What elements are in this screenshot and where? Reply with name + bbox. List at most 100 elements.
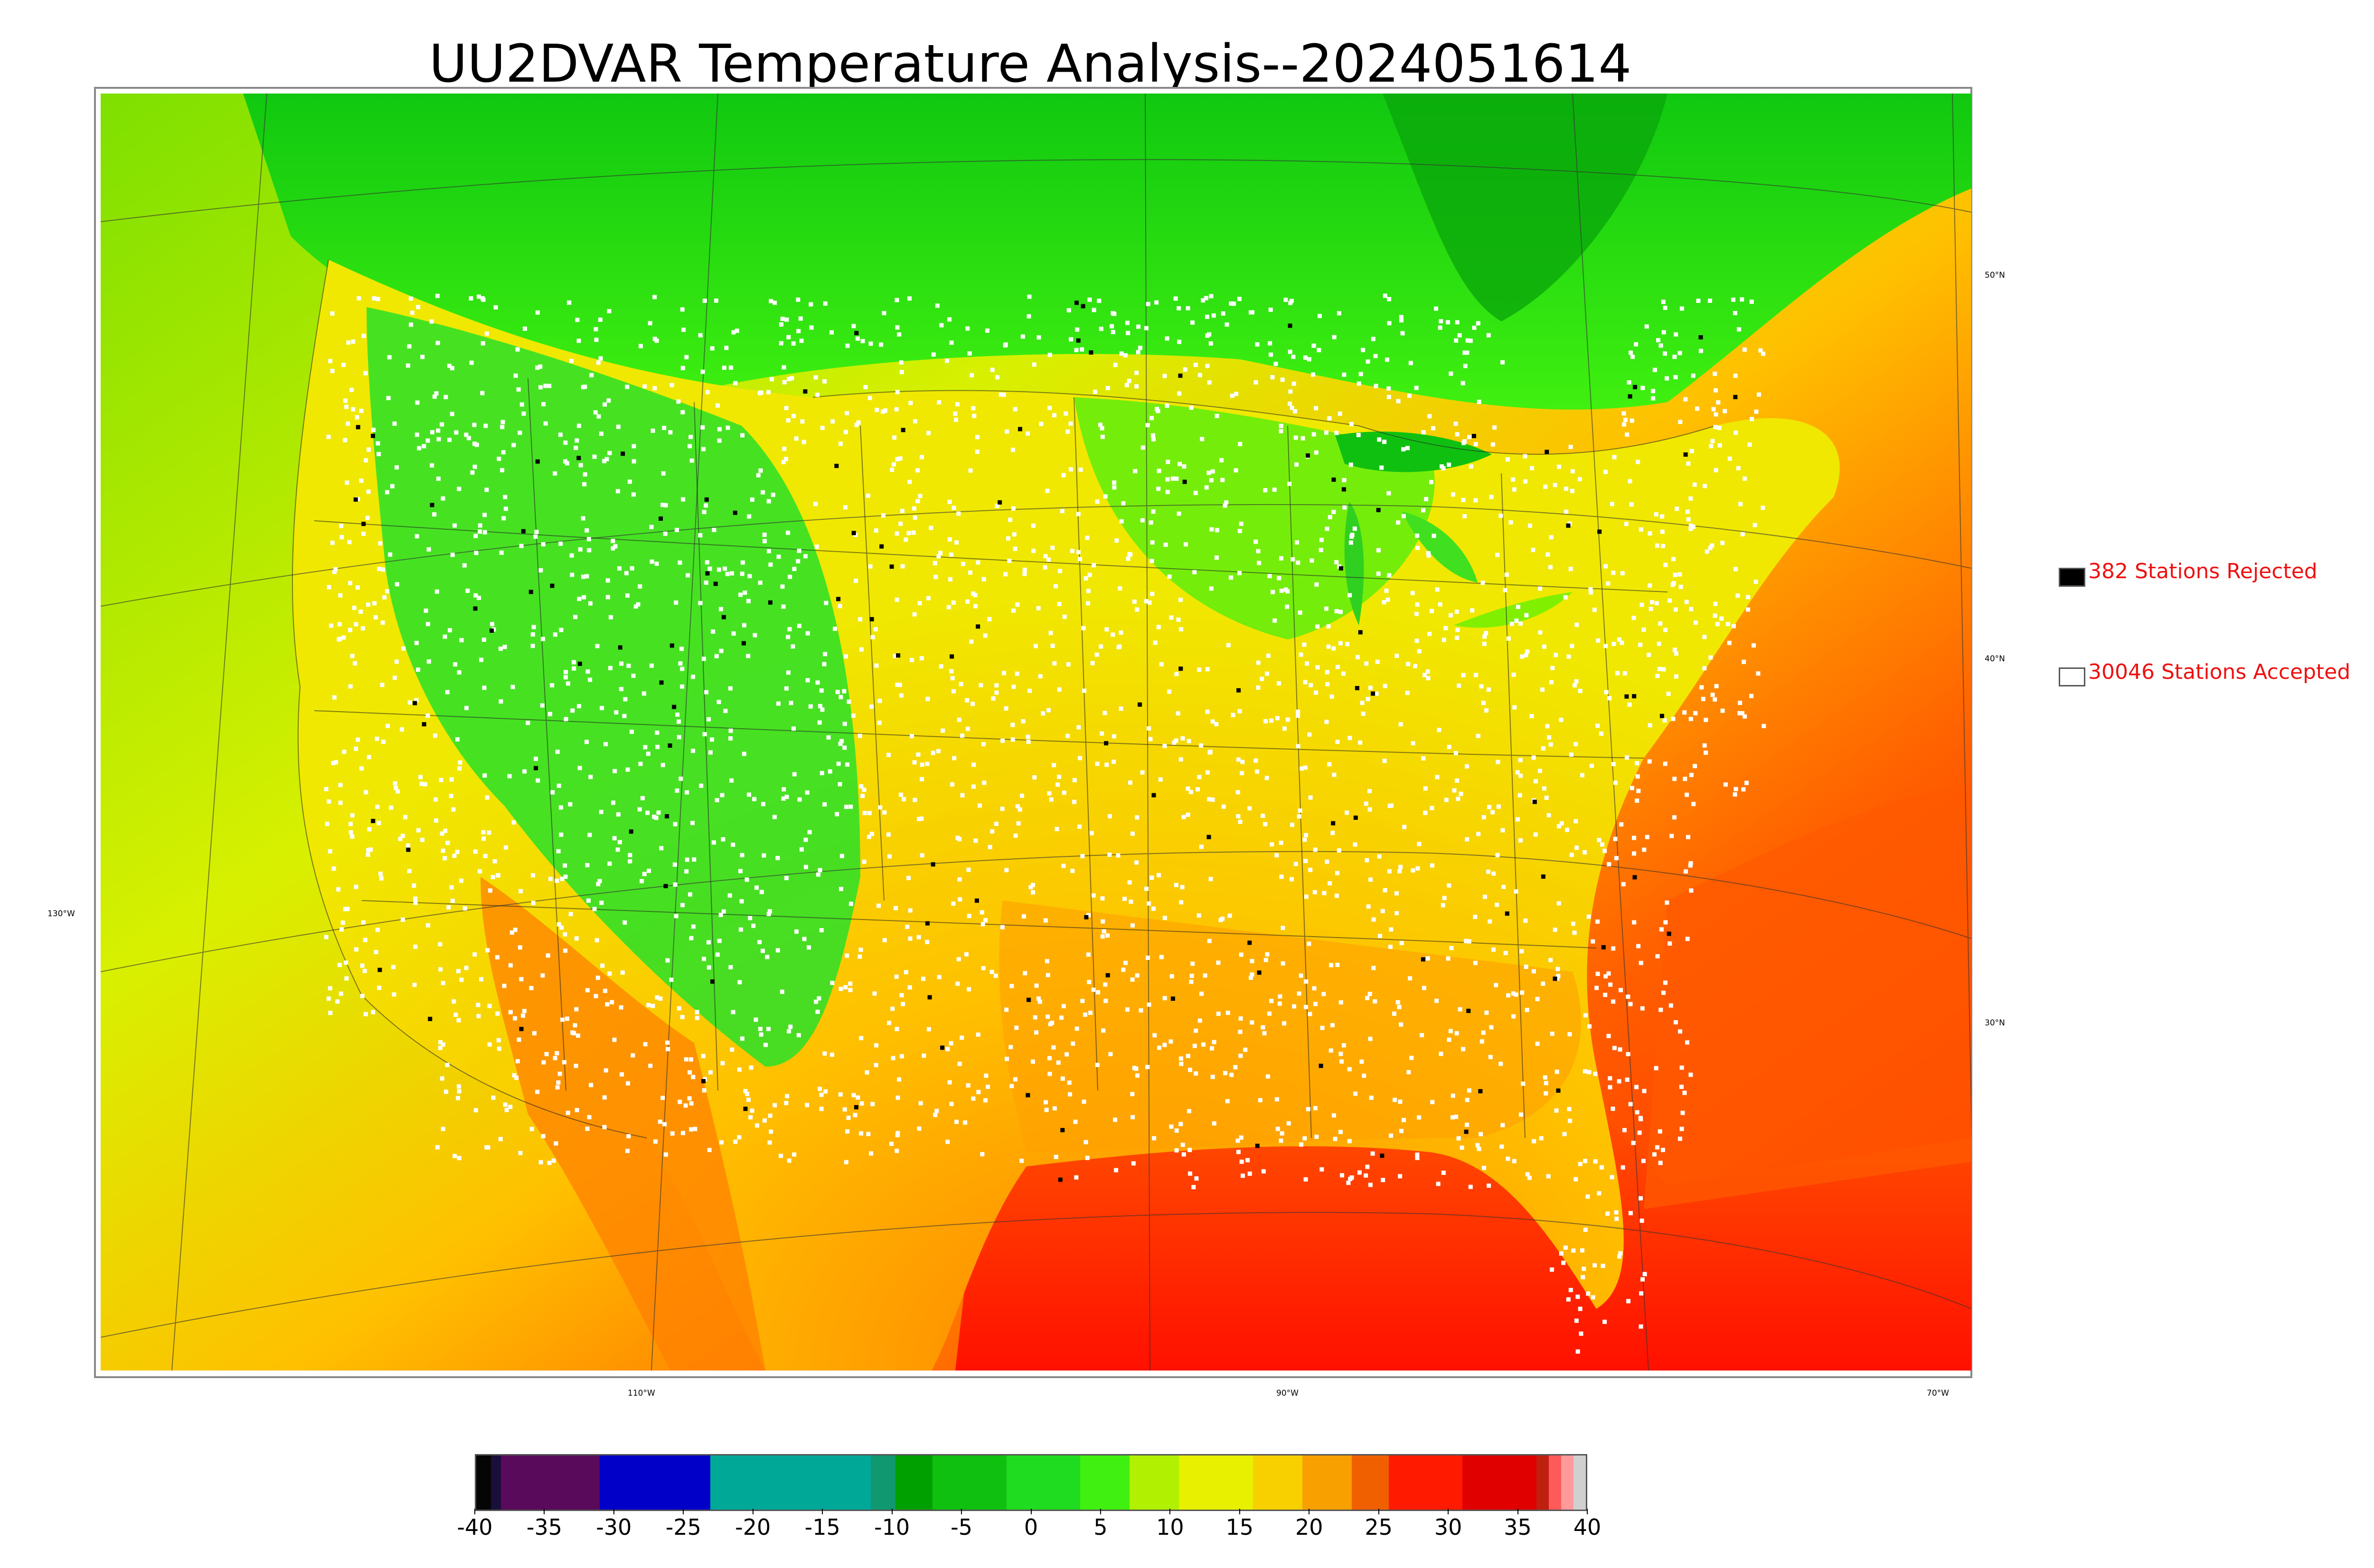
accepted-station-marker	[1174, 672, 1179, 676]
rejected-station-marker	[576, 456, 581, 460]
accepted-station-marker	[1688, 496, 1693, 501]
accepted-station-marker	[1082, 1099, 1086, 1104]
accepted-station-marker	[1615, 671, 1620, 676]
accepted-station-marker	[1369, 1095, 1374, 1100]
rejected-station-marker	[713, 582, 718, 586]
accepted-station-marker	[344, 404, 349, 409]
accepted-station-marker	[1145, 423, 1150, 428]
accepted-station-marker	[1744, 780, 1749, 785]
accepted-station-marker	[595, 976, 600, 980]
accepted-station-marker	[1753, 580, 1758, 584]
accepted-station-marker	[957, 877, 962, 882]
accepted-station-marker	[1749, 694, 1754, 698]
accepted-station-marker	[929, 526, 933, 530]
accepted-station-marker	[1190, 961, 1195, 966]
accepted-station-marker	[1096, 990, 1101, 995]
accepted-station-marker	[689, 1101, 694, 1106]
accepted-station-marker	[1635, 761, 1639, 766]
accepted-station-marker	[775, 855, 780, 860]
accepted-station-marker	[440, 1076, 444, 1081]
rejected-station-marker	[621, 451, 625, 456]
accepted-station-marker	[881, 513, 886, 518]
accepted-station-marker	[1086, 913, 1091, 918]
accepted-station-marker	[1332, 335, 1337, 339]
accepted-station-marker	[473, 593, 478, 598]
accepted-station-marker	[1464, 939, 1469, 943]
accepted-station-marker	[1689, 888, 1694, 893]
accepted-station-marker	[1097, 299, 1102, 303]
accepted-station-marker	[536, 778, 540, 783]
accepted-station-marker	[796, 297, 801, 302]
accepted-station-marker	[740, 572, 744, 576]
accepted-station-marker	[886, 752, 891, 757]
accepted-station-marker	[898, 456, 903, 461]
accepted-station-marker	[1194, 1028, 1198, 1033]
accepted-station-marker	[945, 1047, 950, 1052]
accepted-station-marker	[1672, 355, 1677, 359]
accepted-station-marker	[1661, 300, 1666, 304]
accepted-station-marker	[406, 843, 411, 848]
accepted-station-marker	[478, 523, 482, 528]
accepted-station-marker	[994, 690, 999, 695]
accepted-station-marker	[1298, 610, 1302, 615]
accepted-station-marker	[1632, 836, 1636, 840]
accepted-station-marker	[1628, 1102, 1633, 1107]
accepted-station-marker	[1311, 372, 1315, 377]
rejected-station-marker	[1566, 523, 1571, 528]
accepted-station-marker	[1139, 1008, 1143, 1013]
accepted-station-marker	[1711, 407, 1716, 412]
accepted-station-marker	[1296, 744, 1300, 749]
accepted-station-marker	[1181, 815, 1186, 819]
colorbar-tick	[961, 1509, 962, 1514]
accepted-station-marker	[1299, 973, 1303, 978]
accepted-station-marker	[830, 419, 835, 424]
accepted-station-marker	[372, 601, 377, 606]
accepted-station-marker	[949, 1041, 953, 1046]
accepted-station-marker	[339, 524, 344, 528]
accepted-station-marker	[808, 704, 813, 709]
accepted-station-marker	[981, 966, 986, 970]
accepted-station-marker	[388, 552, 393, 557]
accepted-station-marker	[1071, 1041, 1075, 1046]
accepted-station-marker	[1125, 320, 1130, 325]
accepted-station-marker	[1630, 786, 1634, 790]
accepted-station-marker	[663, 531, 668, 536]
accepted-station-marker	[1070, 869, 1075, 873]
accepted-station-marker	[1628, 479, 1632, 484]
accepted-station-marker	[589, 373, 594, 377]
accepted-station-marker	[889, 1142, 894, 1146]
accepted-station-marker	[1112, 480, 1117, 485]
accepted-station-marker	[1225, 322, 1229, 327]
accepted-station-marker	[586, 898, 591, 903]
accepted-station-marker	[1009, 984, 1014, 988]
accepted-station-marker	[1727, 640, 1732, 645]
accepted-station-marker	[1473, 498, 1478, 503]
accepted-station-marker	[947, 537, 952, 542]
accepted-station-marker	[1146, 956, 1150, 960]
accepted-station-marker	[1583, 850, 1587, 854]
accepted-station-marker	[1003, 572, 1008, 577]
accepted-station-marker	[762, 853, 766, 858]
accepted-station-marker	[1278, 994, 1282, 999]
accepted-station-marker	[1250, 1020, 1254, 1025]
accepted-station-marker	[1009, 1084, 1014, 1089]
accepted-station-marker	[950, 676, 955, 681]
accepted-station-marker	[645, 810, 650, 815]
temperature-analysis-map	[101, 94, 1971, 1371]
accepted-station-marker	[1556, 974, 1561, 978]
accepted-station-marker	[1395, 1000, 1400, 1005]
accepted-station-marker	[759, 1032, 763, 1037]
rejected-station-marker	[1151, 793, 1156, 798]
accepted-station-marker	[673, 822, 678, 826]
accepted-station-marker	[1511, 1014, 1516, 1019]
accepted-station-marker	[906, 875, 911, 880]
accepted-station-marker	[753, 633, 757, 638]
accepted-station-marker	[1608, 982, 1613, 987]
accepted-station-marker	[350, 834, 355, 839]
accepted-station-marker	[626, 1134, 631, 1138]
rejected-station-marker	[889, 564, 894, 569]
accepted-station-marker	[731, 330, 736, 335]
accepted-station-marker	[540, 973, 545, 978]
accepted-station-marker	[1311, 432, 1316, 437]
accepted-station-marker	[452, 999, 456, 1004]
